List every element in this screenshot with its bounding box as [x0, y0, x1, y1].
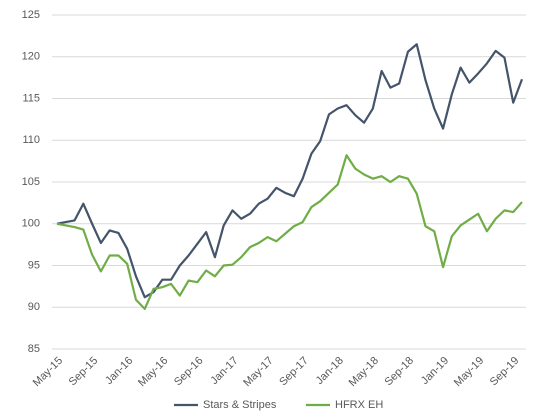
x-tick-label: May-17: [241, 355, 275, 389]
series-line: [56, 43, 524, 299]
y-tick-label: 90: [28, 301, 40, 313]
series-line: [56, 154, 523, 311]
y-tick-label: 115: [22, 92, 40, 104]
x-tick-label: Sep-19: [488, 355, 522, 389]
y-tick-label: 95: [28, 259, 40, 271]
x-tick-label: Sep-17: [277, 355, 311, 389]
x-tick-label: May-16: [136, 355, 170, 389]
x-tick-label: Jan-19: [419, 355, 451, 387]
x-tick-label: Sep-16: [172, 355, 206, 389]
x-tick-label: Jan-17: [208, 355, 240, 387]
x-tick-label: Jan-18: [314, 355, 346, 387]
legend-label: HFRX EH: [335, 399, 383, 411]
y-tick-label: 85: [28, 343, 40, 355]
x-tick-label: May-15: [31, 355, 65, 389]
x-tick-label: Sep-18: [383, 355, 417, 389]
x-tick-label: Jan-16: [103, 355, 135, 387]
legend-label: Stars & Stripes: [203, 399, 277, 411]
y-tick-label: 125: [22, 9, 40, 21]
y-tick-label: 110: [22, 134, 40, 146]
x-tick-label: Sep-15: [67, 355, 101, 389]
y-tick-label: 100: [22, 218, 40, 230]
x-tick-label: May-18: [347, 355, 381, 389]
y-tick-label: 105: [22, 176, 40, 188]
x-tick-label: May-19: [452, 355, 486, 389]
y-tick-label: 120: [22, 51, 40, 63]
